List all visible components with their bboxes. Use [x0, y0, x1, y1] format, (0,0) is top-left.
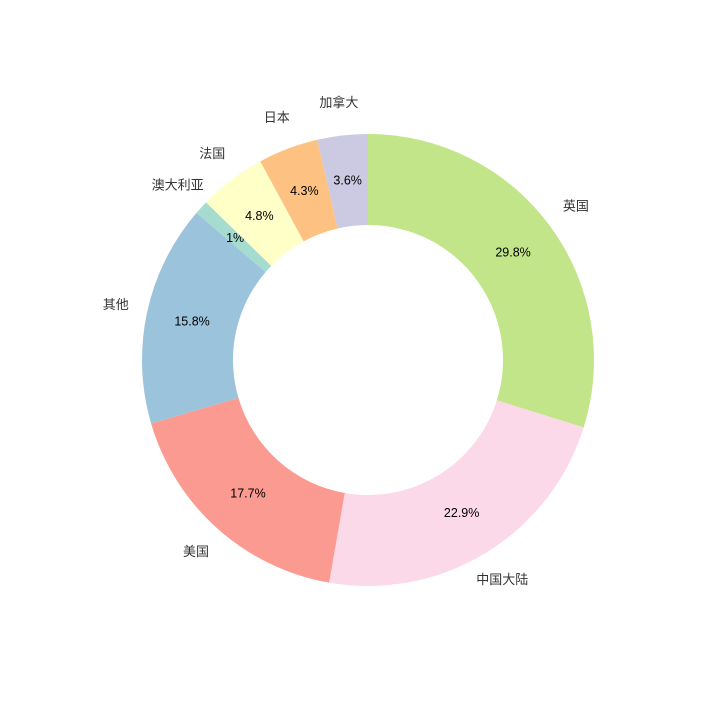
- donut-slice: [151, 397, 345, 583]
- donut-slice: [329, 400, 584, 587]
- donut-slice: [206, 161, 304, 266]
- value-label: 3.6%: [333, 173, 362, 187]
- category-label: 澳大利亚: [152, 177, 204, 193]
- donut-slice: [260, 139, 338, 242]
- category-label: 美国: [183, 545, 209, 560]
- value-label: 4.3%: [290, 184, 319, 198]
- donut-slice: [317, 134, 368, 229]
- donut-slice: [142, 212, 266, 424]
- value-label: 29.8%: [495, 246, 530, 260]
- value-label: 22.9%: [444, 506, 479, 520]
- value-label: 17.7%: [230, 486, 265, 500]
- category-label: 法国: [199, 147, 225, 162]
- donut-slice: [196, 202, 272, 273]
- donut-slice: [368, 134, 594, 428]
- value-label: 4.8%: [245, 209, 274, 223]
- category-label: 中国大陆: [476, 572, 528, 588]
- category-label: 日本: [264, 111, 290, 126]
- category-label: 英国: [563, 200, 589, 215]
- value-label: 15.8%: [174, 314, 209, 328]
- category-label: 加拿大: [319, 95, 358, 111]
- category-label: 其他: [103, 298, 129, 313]
